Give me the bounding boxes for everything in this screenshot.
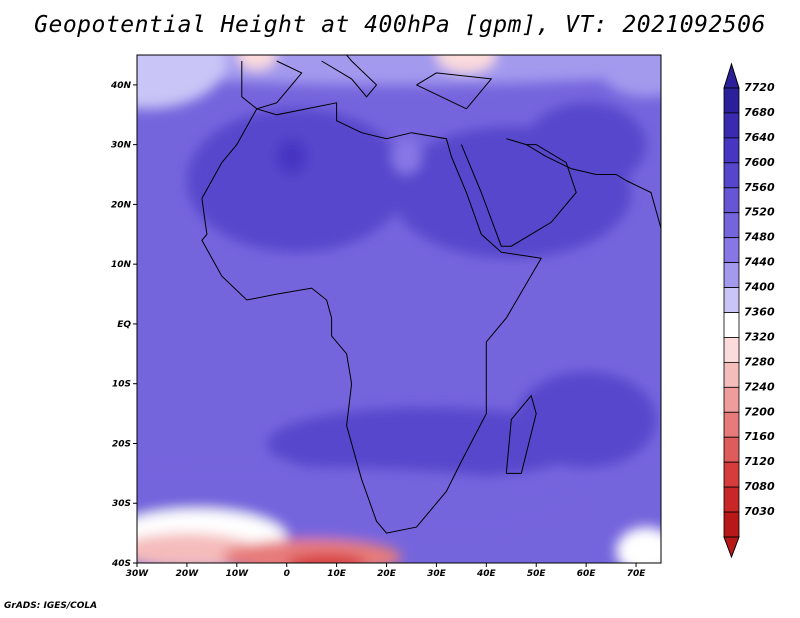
colorbar-label: 7560	[744, 181, 775, 194]
lon-tick-label: 60E	[577, 569, 597, 579]
map-frame	[136, 54, 662, 564]
lat-tick-label: 30S	[112, 499, 131, 509]
eastern-med-low	[436, 55, 497, 73]
lat-tick-label: 10S	[112, 380, 131, 390]
iberia-coastline	[241, 60, 303, 110]
colorbar-label: 7240	[744, 380, 775, 393]
lon-tick-label: 30E	[427, 569, 447, 579]
colorbar-segment	[723, 87, 740, 114]
lat-tick-label: 40S	[111, 559, 131, 569]
lon-tick-label: 20W	[176, 569, 200, 579]
colorbar-segment	[723, 461, 740, 488]
iberia-low	[236, 55, 277, 70]
lon-tick-label: 50E	[527, 569, 547, 579]
southern-low	[221, 539, 402, 563]
colorbar-segment	[723, 361, 740, 388]
indian-ocean-ridge	[516, 371, 657, 468]
colorbar-segment	[723, 486, 740, 513]
lat-tick-label: 40N	[110, 81, 132, 91]
northwest-light-zone	[137, 55, 227, 109]
colorbar-segment	[723, 312, 740, 338]
lon-tick-label: 10W	[226, 569, 250, 579]
africa-coastline	[201, 102, 543, 534]
turkey-coastline	[416, 72, 493, 110]
colorbar-label: 7720	[744, 81, 775, 94]
iran-coastline	[526, 144, 627, 181]
northeast-light-zone	[596, 55, 661, 97]
lon-tick-label: 70E	[627, 569, 647, 579]
colorbar-segment	[723, 137, 740, 164]
colorbar-label: 7030	[744, 505, 775, 518]
libyan-minimum	[391, 138, 422, 175]
colorbar-label: 7160	[744, 430, 775, 443]
lat-tick-label: 10N	[111, 260, 132, 270]
colorbar-segment	[723, 187, 740, 214]
grads-credit: GrADS: IGES/COLA	[4, 601, 98, 611]
colorbar-label: 7320	[744, 330, 775, 343]
colorbar-segment	[723, 386, 740, 413]
southern-low-core	[286, 554, 367, 563]
lat-tick-label: EQ	[117, 320, 131, 330]
southeast-trough	[616, 527, 661, 563]
colorbar-top-arrow	[723, 62, 740, 89]
iranian-ridge	[526, 102, 647, 187]
saharan-ridge	[186, 108, 407, 253]
lat-tick-label: 20S	[112, 439, 131, 449]
colorbar-segment	[723, 212, 740, 239]
colorbar-label: 7480	[744, 231, 775, 244]
lon-tick-label: 0	[284, 569, 290, 579]
arabian-coastline	[460, 138, 577, 247]
india-coastline	[625, 180, 661, 231]
colorbar-segment	[723, 237, 740, 264]
colorbar-label: 7200	[744, 405, 775, 418]
madagascar-coastline	[505, 394, 537, 474]
colorbar-label: 7400	[744, 281, 775, 294]
colorbar-label: 7360	[744, 306, 775, 319]
chart-title: Geopotential Height at 400hPa [gpm], VT:…	[34, 12, 766, 38]
colorbar-label: 7080	[744, 480, 775, 493]
colorbar-segment	[723, 337, 740, 363]
colorbar-segment	[723, 262, 740, 288]
colorbar-label: 7440	[744, 256, 775, 269]
colorbar-bottom-arrow	[723, 536, 740, 559]
colorbar-segment	[723, 511, 740, 538]
colorbar-label: 7600	[744, 156, 775, 169]
colorbar-segment	[723, 411, 740, 438]
colorbar-segment	[723, 162, 740, 189]
colorbar-segment	[723, 436, 740, 463]
lon-tick-label: 30W	[126, 569, 150, 579]
colorbar-label: 7640	[744, 131, 775, 144]
colorbar-segment	[723, 112, 740, 139]
longitude-axis: 30W 20W 10W 0 10E 20E 30E 40E 50E 60E 70E	[126, 563, 646, 579]
lat-tick-label: 30N	[111, 141, 132, 151]
lon-tick-label: 10E	[327, 569, 347, 579]
colorbar-segment	[723, 287, 740, 313]
latitude-axis: 40N 30N 20N 10N EQ 10S 20S 30S 40S	[110, 81, 137, 569]
colorbar-label: 7680	[744, 106, 775, 119]
coastlines-and-borders	[201, 55, 661, 534]
colorbar-label: 7280	[744, 355, 775, 368]
colorbar-label: 7520	[744, 206, 775, 219]
lat-tick-label: 20N	[111, 200, 132, 210]
saharan-high	[276, 138, 307, 175]
lon-tick-label: 20E	[377, 569, 397, 579]
italy-coastline	[321, 55, 378, 98]
lon-tick-label: 40E	[476, 569, 497, 579]
colorbar-label: 7120	[744, 455, 775, 468]
